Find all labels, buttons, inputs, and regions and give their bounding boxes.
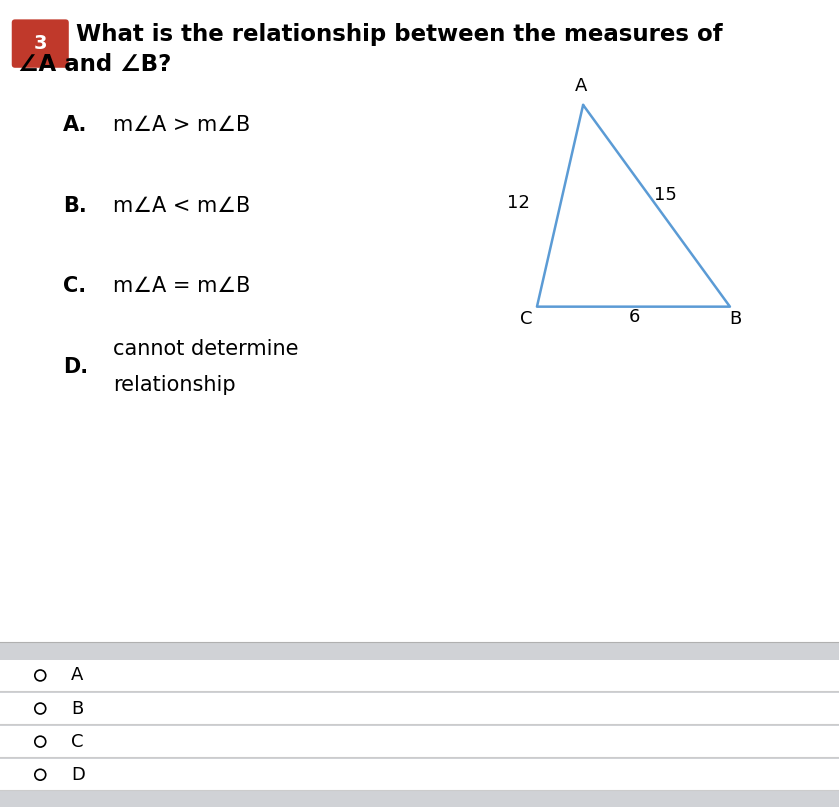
Text: relationship: relationship — [113, 375, 236, 395]
Text: 12: 12 — [507, 194, 530, 212]
Text: ∠A and ∠B?: ∠A and ∠B? — [18, 53, 172, 76]
Text: 15: 15 — [654, 186, 677, 204]
FancyBboxPatch shape — [0, 0, 839, 642]
Text: A: A — [576, 77, 587, 95]
Text: B.: B. — [63, 196, 86, 215]
FancyBboxPatch shape — [0, 660, 839, 691]
FancyBboxPatch shape — [0, 759, 839, 790]
Text: m∠A > m∠B: m∠A > m∠B — [113, 115, 251, 135]
Text: C.: C. — [63, 277, 86, 296]
Text: 3: 3 — [34, 34, 47, 53]
Text: m∠A = m∠B: m∠A = m∠B — [113, 277, 251, 296]
Text: B: B — [730, 310, 742, 328]
Text: D.: D. — [63, 358, 88, 377]
Text: D: D — [71, 766, 86, 784]
Text: A.: A. — [63, 115, 87, 135]
Text: C: C — [520, 310, 532, 328]
Text: B: B — [71, 700, 84, 717]
Text: C: C — [71, 733, 84, 751]
FancyBboxPatch shape — [0, 693, 839, 724]
Text: m∠A < m∠B: m∠A < m∠B — [113, 196, 251, 215]
FancyBboxPatch shape — [0, 726, 839, 757]
Text: A: A — [71, 667, 84, 684]
Text: What is the relationship between the measures of: What is the relationship between the mea… — [76, 23, 722, 46]
Text: 6: 6 — [628, 308, 640, 326]
FancyBboxPatch shape — [12, 19, 69, 68]
Text: cannot determine: cannot determine — [113, 340, 299, 359]
